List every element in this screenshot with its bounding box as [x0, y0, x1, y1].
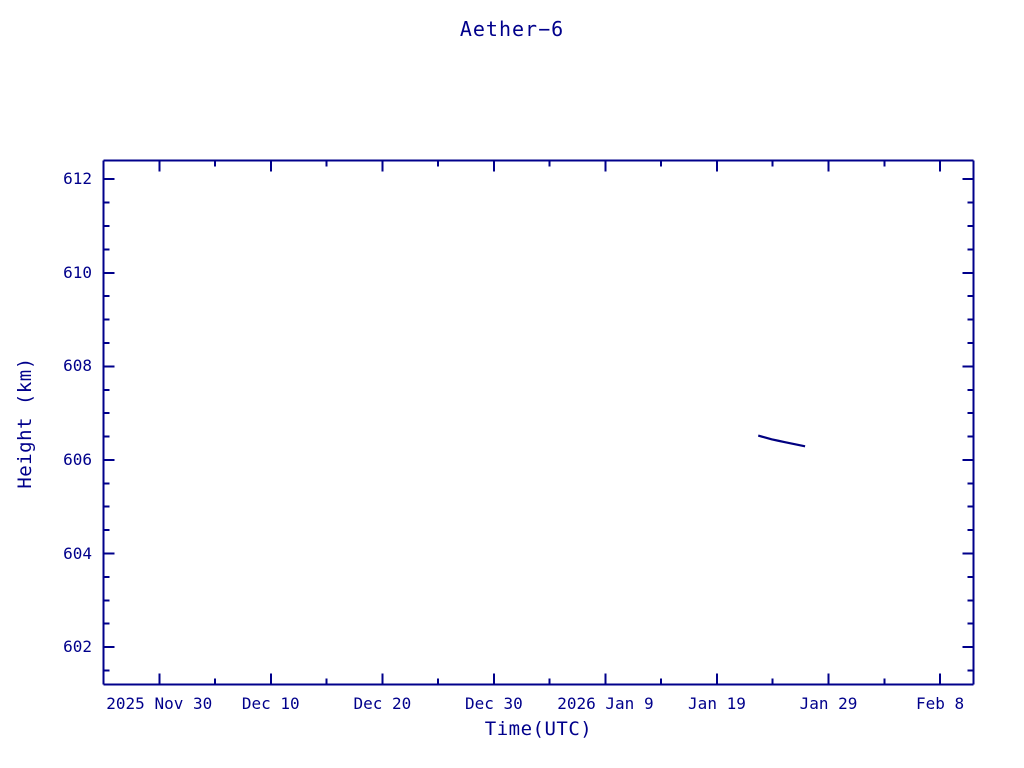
axis-frame — [102, 159, 975, 686]
y-tick-label: 604 — [63, 543, 92, 563]
x-tick-label: Feb 8 — [915, 694, 965, 713]
y-tick-label: 602 — [63, 637, 92, 657]
y-tick-label: 610 — [63, 262, 92, 282]
axis-ticks — [103, 160, 974, 685]
y-tick-label: 608 — [63, 356, 92, 376]
x-tick-label: Dec 30 — [464, 694, 523, 713]
data-series — [757, 434, 806, 448]
x-tick-label: 2025 Nov 30 — [106, 694, 213, 713]
x-tick-label: Dec 20 — [353, 694, 412, 713]
x-tick-label: Dec 10 — [241, 694, 300, 713]
x-tick-label: Jan 29 — [799, 694, 858, 713]
y-tick-label: 606 — [63, 449, 92, 469]
series-line — [757, 434, 806, 448]
x-tick-label: 2026 Jan 9 — [557, 694, 654, 713]
y-tick-label: 612 — [63, 169, 92, 189]
x-tick-label: Jan 19 — [688, 694, 746, 713]
x-axis-title: Time(UTC) — [484, 718, 593, 740]
page-title: Aether−6 — [459, 17, 565, 41]
